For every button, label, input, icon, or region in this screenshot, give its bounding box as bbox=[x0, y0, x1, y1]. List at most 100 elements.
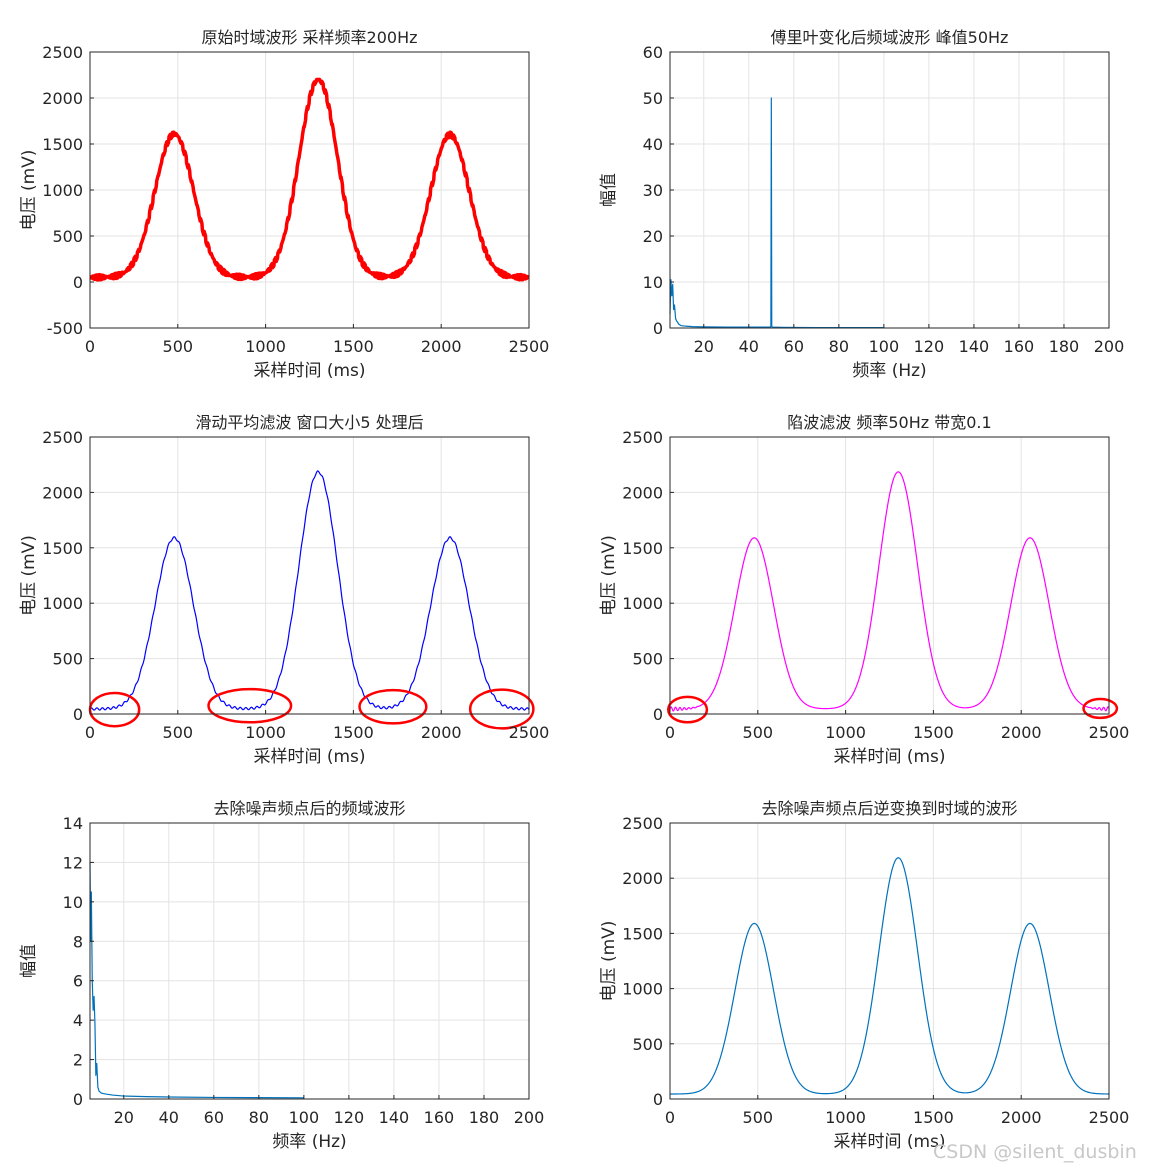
y-axis-label: 电压 (mV) bbox=[599, 921, 619, 1002]
y-tick-label: 0 bbox=[73, 1090, 83, 1109]
y-axis-label: 电压 (mV) bbox=[599, 535, 619, 616]
x-tick-label: 60 bbox=[204, 1108, 224, 1127]
x-tick-label: 140 bbox=[959, 337, 990, 356]
x-tick-label: 1500 bbox=[333, 723, 374, 742]
y-tick-label: 40 bbox=[643, 135, 663, 154]
y-tick-label: 8 bbox=[73, 932, 83, 951]
x-tick-label: 160 bbox=[1004, 337, 1035, 356]
chart-title: 去除噪声频点后逆变换到时域的波形 bbox=[761, 799, 1017, 818]
y-tick-label: 2000 bbox=[622, 869, 663, 888]
y-tick-label: 2500 bbox=[622, 814, 663, 833]
x-tick-label: 2000 bbox=[421, 337, 462, 356]
y-axis-label: 幅值 bbox=[599, 173, 619, 207]
x-tick-label: 2500 bbox=[1089, 1108, 1130, 1127]
annotation-ellipse bbox=[1082, 697, 1119, 720]
x-axis-label: 频率 (Hz) bbox=[852, 361, 926, 381]
chart-title: 原始时域波形 采样频率200Hz bbox=[201, 28, 417, 47]
y-tick-label: 50 bbox=[643, 89, 663, 108]
y-tick-label: 2000 bbox=[622, 483, 663, 502]
y-axis-label: 幅值 bbox=[19, 944, 39, 978]
x-axis-label: 采样时间 (ms) bbox=[833, 747, 945, 767]
y-tick-label: 0 bbox=[653, 319, 663, 338]
y-tick-label: 500 bbox=[52, 227, 83, 246]
chart-p2: 20 40 60 80 100 120 140 160 180 200 0 10 20 30 40 50 60 傅… bbox=[599, 28, 1124, 381]
y-tick-label: -500 bbox=[47, 319, 83, 338]
y-tick-label: 60 bbox=[643, 43, 663, 62]
x-axis-label: 频率 (Hz) bbox=[272, 1132, 346, 1152]
x-tick-label: 200 bbox=[1094, 337, 1125, 356]
watermark: CSDN @silent_dusbin bbox=[933, 1141, 1137, 1163]
x-tick-label: 180 bbox=[1049, 337, 1080, 356]
annotation-ellipse bbox=[88, 691, 141, 728]
y-tick-label: 1500 bbox=[622, 924, 663, 943]
chart-title: 傅里叶变化后频域波形 峰值50Hz bbox=[771, 28, 1009, 47]
axes-box bbox=[89, 436, 530, 715]
chart-p3: 0 500 1000 1500 2000 2500 0 500 1000 1500 2000 2500… bbox=[19, 413, 549, 767]
y-tick-label: 12 bbox=[63, 853, 83, 872]
series-line bbox=[669, 97, 884, 329]
x-tick-label: 2000 bbox=[1001, 1108, 1042, 1127]
x-tick-label: 100 bbox=[289, 1108, 320, 1127]
y-tick-label: 1500 bbox=[42, 135, 83, 154]
y-tick-label: 2 bbox=[73, 1051, 83, 1070]
x-tick-label: 80 bbox=[249, 1108, 269, 1127]
chart-p4: 0 500 1000 1500 2000 2500 0 500 1000 1500 2000 2500… bbox=[599, 413, 1129, 767]
y-tick-label: 2500 bbox=[622, 428, 663, 447]
x-tick-label: 2000 bbox=[421, 723, 462, 742]
y-tick-label: 14 bbox=[63, 814, 83, 833]
x-tick-label: 0 bbox=[665, 723, 675, 742]
x-tick-label: 500 bbox=[743, 723, 774, 742]
x-tick-label: 40 bbox=[739, 337, 759, 356]
x-tick-label: 2500 bbox=[509, 337, 550, 356]
x-tick-label: 180 bbox=[469, 1108, 500, 1127]
x-tick-label: 0 bbox=[85, 337, 95, 356]
y-tick-label: 1500 bbox=[622, 539, 663, 558]
x-tick-label: 1500 bbox=[333, 337, 374, 356]
y-tick-label: 10 bbox=[643, 273, 663, 292]
chart-p5: 20 40 60 80 100 120 140 160 180 200 0 2 4 6 8 10 12 14 去除噪… bbox=[19, 799, 544, 1152]
annotation-ellipse bbox=[666, 695, 709, 724]
x-tick-label: 2500 bbox=[1089, 723, 1130, 742]
y-tick-label: 500 bbox=[632, 650, 663, 669]
y-tick-label: 0 bbox=[73, 705, 83, 724]
y-tick-label: 500 bbox=[632, 1035, 663, 1054]
y-tick-label: 0 bbox=[73, 273, 83, 292]
chart-p6: 0 500 1000 1500 2000 2500 0 500 1000 1500 2000 2500… bbox=[599, 799, 1129, 1152]
y-tick-label: 20 bbox=[643, 227, 663, 246]
x-tick-label: 140 bbox=[379, 1108, 410, 1127]
x-tick-label: 500 bbox=[163, 337, 194, 356]
y-axis-label: 电压 (mV) bbox=[19, 150, 39, 231]
chart-title: 去除噪声频点后的频域波形 bbox=[213, 799, 405, 818]
x-tick-label: 500 bbox=[743, 1108, 774, 1127]
x-tick-label: 2000 bbox=[1001, 723, 1042, 742]
x-tick-label: 1500 bbox=[913, 723, 954, 742]
series-line bbox=[89, 470, 530, 711]
x-tick-label: 40 bbox=[159, 1108, 179, 1127]
x-tick-label: 100 bbox=[869, 337, 900, 356]
y-tick-label: 30 bbox=[643, 181, 663, 200]
axes-box bbox=[89, 822, 530, 1100]
series-line bbox=[669, 471, 1110, 712]
series-line bbox=[89, 862, 304, 1099]
y-tick-label: 500 bbox=[52, 650, 83, 669]
y-tick-label: 4 bbox=[73, 1011, 83, 1030]
x-tick-label: 80 bbox=[829, 337, 849, 356]
x-tick-label: 1000 bbox=[825, 1108, 866, 1127]
x-tick-label: 2500 bbox=[509, 723, 550, 742]
x-axis-label: 采样时间 (ms) bbox=[253, 361, 365, 381]
annotation-ellipse bbox=[207, 687, 293, 724]
x-tick-label: 120 bbox=[334, 1108, 365, 1127]
y-tick-label: 2500 bbox=[42, 428, 83, 447]
axes-box bbox=[669, 436, 1110, 715]
y-tick-label: 0 bbox=[653, 705, 663, 724]
x-tick-label: 1500 bbox=[913, 1108, 954, 1127]
y-tick-label: 0 bbox=[653, 1090, 663, 1109]
x-axis-label: 采样时间 (ms) bbox=[253, 747, 365, 767]
x-tick-label: 500 bbox=[163, 723, 194, 742]
x-tick-label: 60 bbox=[784, 337, 804, 356]
y-tick-label: 1000 bbox=[42, 181, 83, 200]
x-tick-label: 200 bbox=[514, 1108, 545, 1127]
x-tick-label: 20 bbox=[114, 1108, 134, 1127]
y-tick-label: 6 bbox=[73, 972, 83, 991]
